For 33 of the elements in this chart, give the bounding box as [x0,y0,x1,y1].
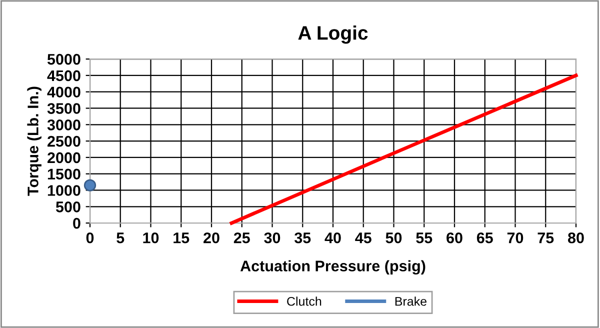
x-tick-label: 20 [204,232,220,244]
y-tick-label: 3000 [47,120,80,130]
y-tick-label: 2000 [48,152,80,164]
x-tick-label: 50 [386,232,402,244]
x-tick-label: 55 [416,232,432,244]
y-tick-label: 4000 [47,86,80,98]
y-tick-label: 1500 [48,168,80,180]
x-tick-label: 40 [324,232,341,244]
x-tick-label: 0 [86,232,94,244]
y-tick-label: 500 [56,202,80,212]
x-tick-label: 65 [476,232,493,244]
y-tick-label: 0 [73,218,80,229]
x-axis-title: Actuation Pressure (psig) [240,260,426,275]
chart-title: A Logic [298,26,368,44]
x-tick-label: 60 [446,232,462,244]
x-tick-label: 25 [234,232,250,244]
x-tick-label: 45 [355,232,372,244]
y-tick-label: 5000 [47,54,80,65]
x-tick-label: 80 [568,232,584,244]
y-tick-label: 2500 [48,136,80,147]
y-tick-label: 1000 [48,185,80,196]
y-tick-label: 3500 [47,103,80,114]
x-tick-label: 15 [174,232,190,244]
x-tick-label: 35 [294,232,311,244]
legend-label: Clutch [287,296,322,306]
y-tick-label: 4500 [47,70,80,82]
y-axis-title: Torque (Lb. In.) [27,86,42,196]
x-tick-label: 70 [507,232,524,244]
x-tick-label: 75 [538,232,554,244]
legend-label: Brake [395,296,426,306]
x-tick-label: 10 [143,232,159,244]
x-tick-label: 5 [116,232,124,244]
x-tick-label: 30 [264,232,280,244]
